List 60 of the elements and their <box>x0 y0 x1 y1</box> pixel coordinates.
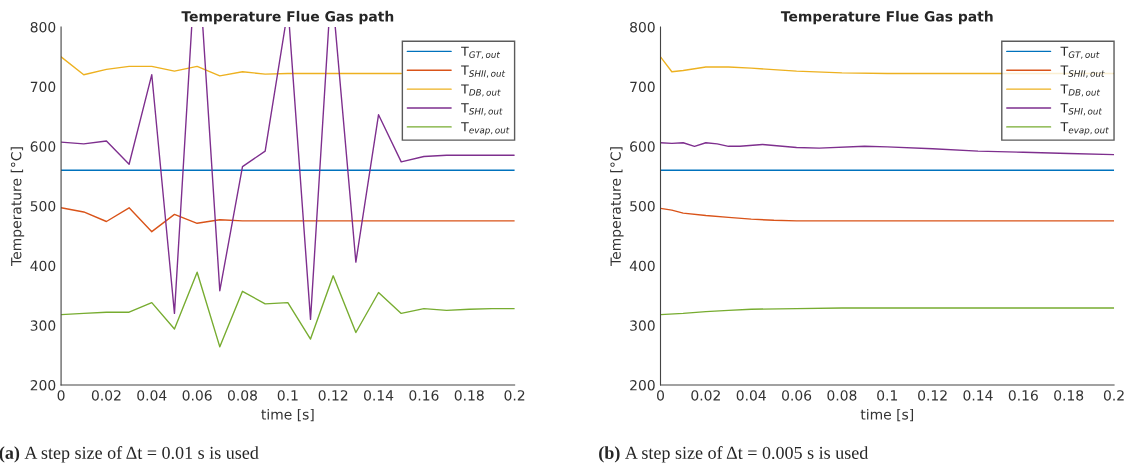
y-tick-label: 700 <box>30 81 56 93</box>
x-tick-label: 0.04 <box>736 390 766 401</box>
x-tick-label: 0.2 <box>504 390 525 401</box>
line-series <box>660 307 1115 316</box>
y-tick-label: 200 <box>30 379 56 391</box>
y-tick-label: 300 <box>630 320 655 331</box>
y-tick-label: 700 <box>630 81 655 93</box>
y-tick-label: 800 <box>630 21 655 33</box>
text: (b) A step size of Δt = 0.005 s is used <box>599 446 869 463</box>
line-series <box>61 207 515 233</box>
y-tick-label: 600 <box>630 141 655 152</box>
x-axis-title: time [s] <box>261 408 314 422</box>
x-tick-label: 0.08 <box>827 390 857 401</box>
x-tick-label: 0.12 <box>918 390 947 401</box>
x-tick-label: 0.1 <box>877 390 898 401</box>
legend-label: T$_{GT,out}$ <box>1060 46 1100 59</box>
x-tick-label: 0.12 <box>318 390 348 401</box>
line-series <box>61 56 402 77</box>
legend-label: T$_{SHI,out}$ <box>1060 103 1103 116</box>
text: (a) A step size of Δt = 0.01 s is used <box>0 446 259 463</box>
y-tick-label: 500 <box>630 200 655 212</box>
line-series <box>660 207 1115 222</box>
x-tick-label: 0.06 <box>782 390 812 401</box>
x-tick-label: 0.02 <box>91 390 121 401</box>
legend-label: T$_{DB,out}$ <box>1060 84 1101 97</box>
x-tick-label: 0.1 <box>277 390 298 401</box>
y-tick-label: 500 <box>30 200 56 212</box>
y-tick-label: 400 <box>629 260 655 272</box>
x-tick-label: 0.18 <box>1054 390 1084 401</box>
x-tick-label: 0.04 <box>137 390 167 401</box>
y-tick-label: 600 <box>30 141 56 152</box>
legend-label: T$_{evap,out}$ <box>1060 122 1109 136</box>
x-tick-label: 0 <box>57 390 65 401</box>
y-axis-title: Temperature [°C] <box>610 147 624 266</box>
chart-title: Temperature Flue Gas path <box>780 10 993 25</box>
legend-label: T$_{DB,out}$ <box>461 84 501 97</box>
x-tick-label: 0 <box>657 390 664 401</box>
x-tick-label: 0.16 <box>409 390 439 401</box>
y-tick-label: 200 <box>630 379 655 391</box>
x-tick-label: 0.14 <box>963 390 993 401</box>
x-tick-label: 0.08 <box>227 390 257 401</box>
y-axis-title: Temperature [°C] <box>10 147 25 266</box>
legend-label: T$_{SHII,out}$ <box>1060 65 1105 78</box>
line-series <box>61 271 515 348</box>
legend-label: T$_{evap,out}$ <box>461 122 510 136</box>
x-tick-label: 0.02 <box>691 390 720 401</box>
line-series <box>660 142 1115 156</box>
x-tick-label: 0.16 <box>1008 390 1038 401</box>
legend-label: T$_{SHII,out}$ <box>461 65 506 78</box>
y-tick-label: 400 <box>30 260 56 272</box>
x-tick-label: 0.14 <box>364 390 394 401</box>
x-tick-label: 0.18 <box>454 390 484 401</box>
y-tick-label: 300 <box>30 320 56 331</box>
y-tick-label: 800 <box>30 21 56 33</box>
legend-label: T$_{SHI,out}$ <box>461 103 503 116</box>
x-axis-title: time [s] <box>860 408 914 422</box>
legend-label: T$_{GT,out}$ <box>461 46 501 59</box>
chart-title: Temperature Flue Gas path <box>181 10 394 25</box>
x-tick-label: 0.2 <box>1103 390 1124 401</box>
x-tick-label: 0.06 <box>182 390 212 401</box>
